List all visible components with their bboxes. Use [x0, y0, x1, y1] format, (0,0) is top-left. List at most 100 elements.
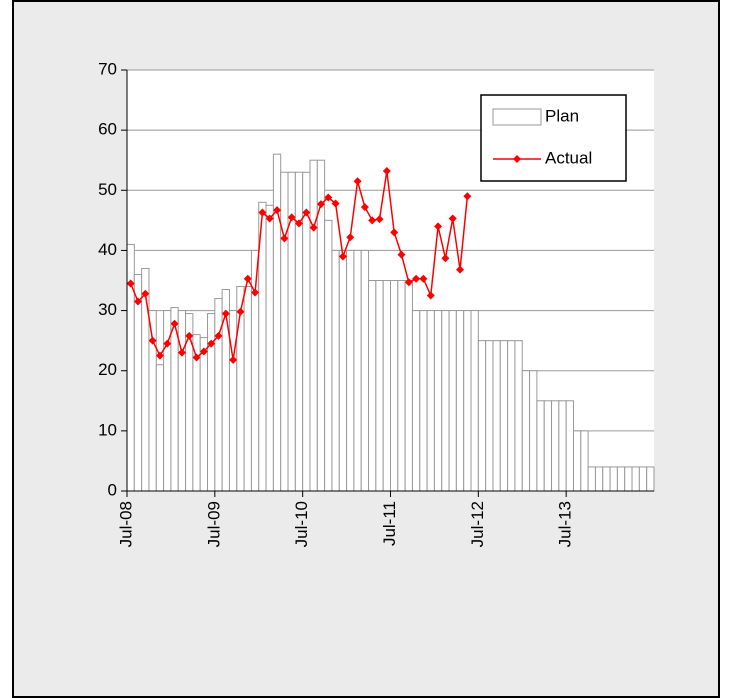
bar — [587, 466, 596, 492]
y-tick-label: 40 — [98, 240, 117, 259]
bar — [272, 153, 282, 492]
bar — [243, 286, 252, 492]
y-tick-label: 0 — [108, 480, 117, 499]
marker — [397, 250, 406, 259]
marker — [295, 219, 304, 228]
y-tick-label: 70 — [98, 59, 117, 78]
bar — [609, 466, 618, 492]
bar — [499, 340, 509, 492]
marker — [426, 291, 435, 300]
marker — [324, 193, 333, 202]
bar — [646, 466, 655, 492]
bar — [492, 340, 501, 492]
y-tick-label: 20 — [98, 360, 117, 379]
bar — [141, 267, 150, 492]
bar — [280, 171, 289, 492]
marker — [456, 265, 465, 274]
bar — [426, 310, 435, 492]
legend-marker — [513, 155, 521, 163]
bar — [324, 219, 333, 492]
marker — [463, 192, 472, 201]
bar — [346, 249, 355, 492]
bar — [448, 310, 457, 492]
marker — [192, 353, 201, 362]
marker — [382, 167, 391, 176]
legend-label: Actual — [545, 148, 592, 167]
bar — [485, 340, 494, 492]
bar — [228, 310, 238, 492]
bar — [433, 310, 443, 492]
y-tick-label: 60 — [98, 120, 117, 139]
bar — [536, 400, 545, 492]
legend: Plan Actual — [480, 94, 627, 182]
bar — [419, 310, 428, 492]
bar — [631, 466, 640, 492]
bar — [309, 159, 318, 492]
bar — [397, 280, 406, 492]
marker — [251, 288, 260, 297]
marker — [434, 222, 443, 231]
bar — [382, 280, 391, 492]
marker — [287, 213, 296, 222]
bar — [155, 364, 165, 492]
bar — [360, 249, 370, 492]
marker — [441, 254, 450, 263]
bar — [177, 310, 187, 492]
marker — [163, 339, 172, 348]
marker — [221, 309, 230, 318]
marker — [126, 279, 135, 288]
bar — [265, 204, 274, 492]
bar — [236, 286, 245, 492]
x-tick-label: Jul-10 — [292, 501, 311, 547]
marker — [280, 234, 289, 243]
x-tick-label: Jul-12 — [468, 501, 487, 547]
bar — [558, 400, 567, 492]
lines — [126, 167, 472, 364]
axes: 0 10 20 30 40 50 60 70 Jul-08 Jul-09 Jul-10 Jul-11 J… — [98, 59, 654, 547]
bar — [551, 400, 560, 492]
legend-label: Plan — [545, 106, 579, 125]
bar — [529, 370, 538, 492]
bar — [338, 249, 348, 492]
bar — [521, 370, 531, 492]
bar — [302, 171, 311, 492]
marker — [419, 274, 428, 283]
bar — [514, 340, 523, 492]
bar — [594, 466, 604, 492]
y-tick-label: 10 — [98, 420, 117, 439]
bar — [638, 466, 648, 492]
bar — [602, 466, 611, 492]
marker — [404, 278, 413, 287]
x-tick-label: Jul-09 — [204, 501, 223, 547]
marker — [170, 319, 179, 328]
bar — [368, 280, 377, 492]
bar — [543, 400, 553, 492]
bar — [580, 430, 589, 492]
bar — [404, 280, 413, 492]
marker — [243, 274, 252, 283]
marker — [353, 177, 362, 186]
marker — [236, 307, 245, 316]
marker — [375, 215, 384, 224]
marker — [155, 351, 164, 360]
x-tick-label: Jul-13 — [556, 501, 575, 547]
bar — [565, 400, 574, 492]
y-tick-label: 30 — [98, 300, 117, 319]
bar — [390, 280, 399, 492]
marker — [141, 289, 150, 298]
marker — [258, 208, 267, 217]
marker — [360, 203, 369, 212]
bar — [477, 340, 487, 492]
legend-swatch — [492, 108, 542, 126]
marker — [338, 252, 347, 261]
marker — [177, 348, 186, 357]
x-tick-label: Jul-08 — [116, 501, 135, 547]
marker — [390, 228, 399, 237]
y-tick-label: 50 — [98, 180, 117, 199]
bar — [470, 310, 479, 492]
marker — [316, 200, 325, 209]
marker — [133, 297, 142, 306]
marker — [448, 214, 457, 223]
